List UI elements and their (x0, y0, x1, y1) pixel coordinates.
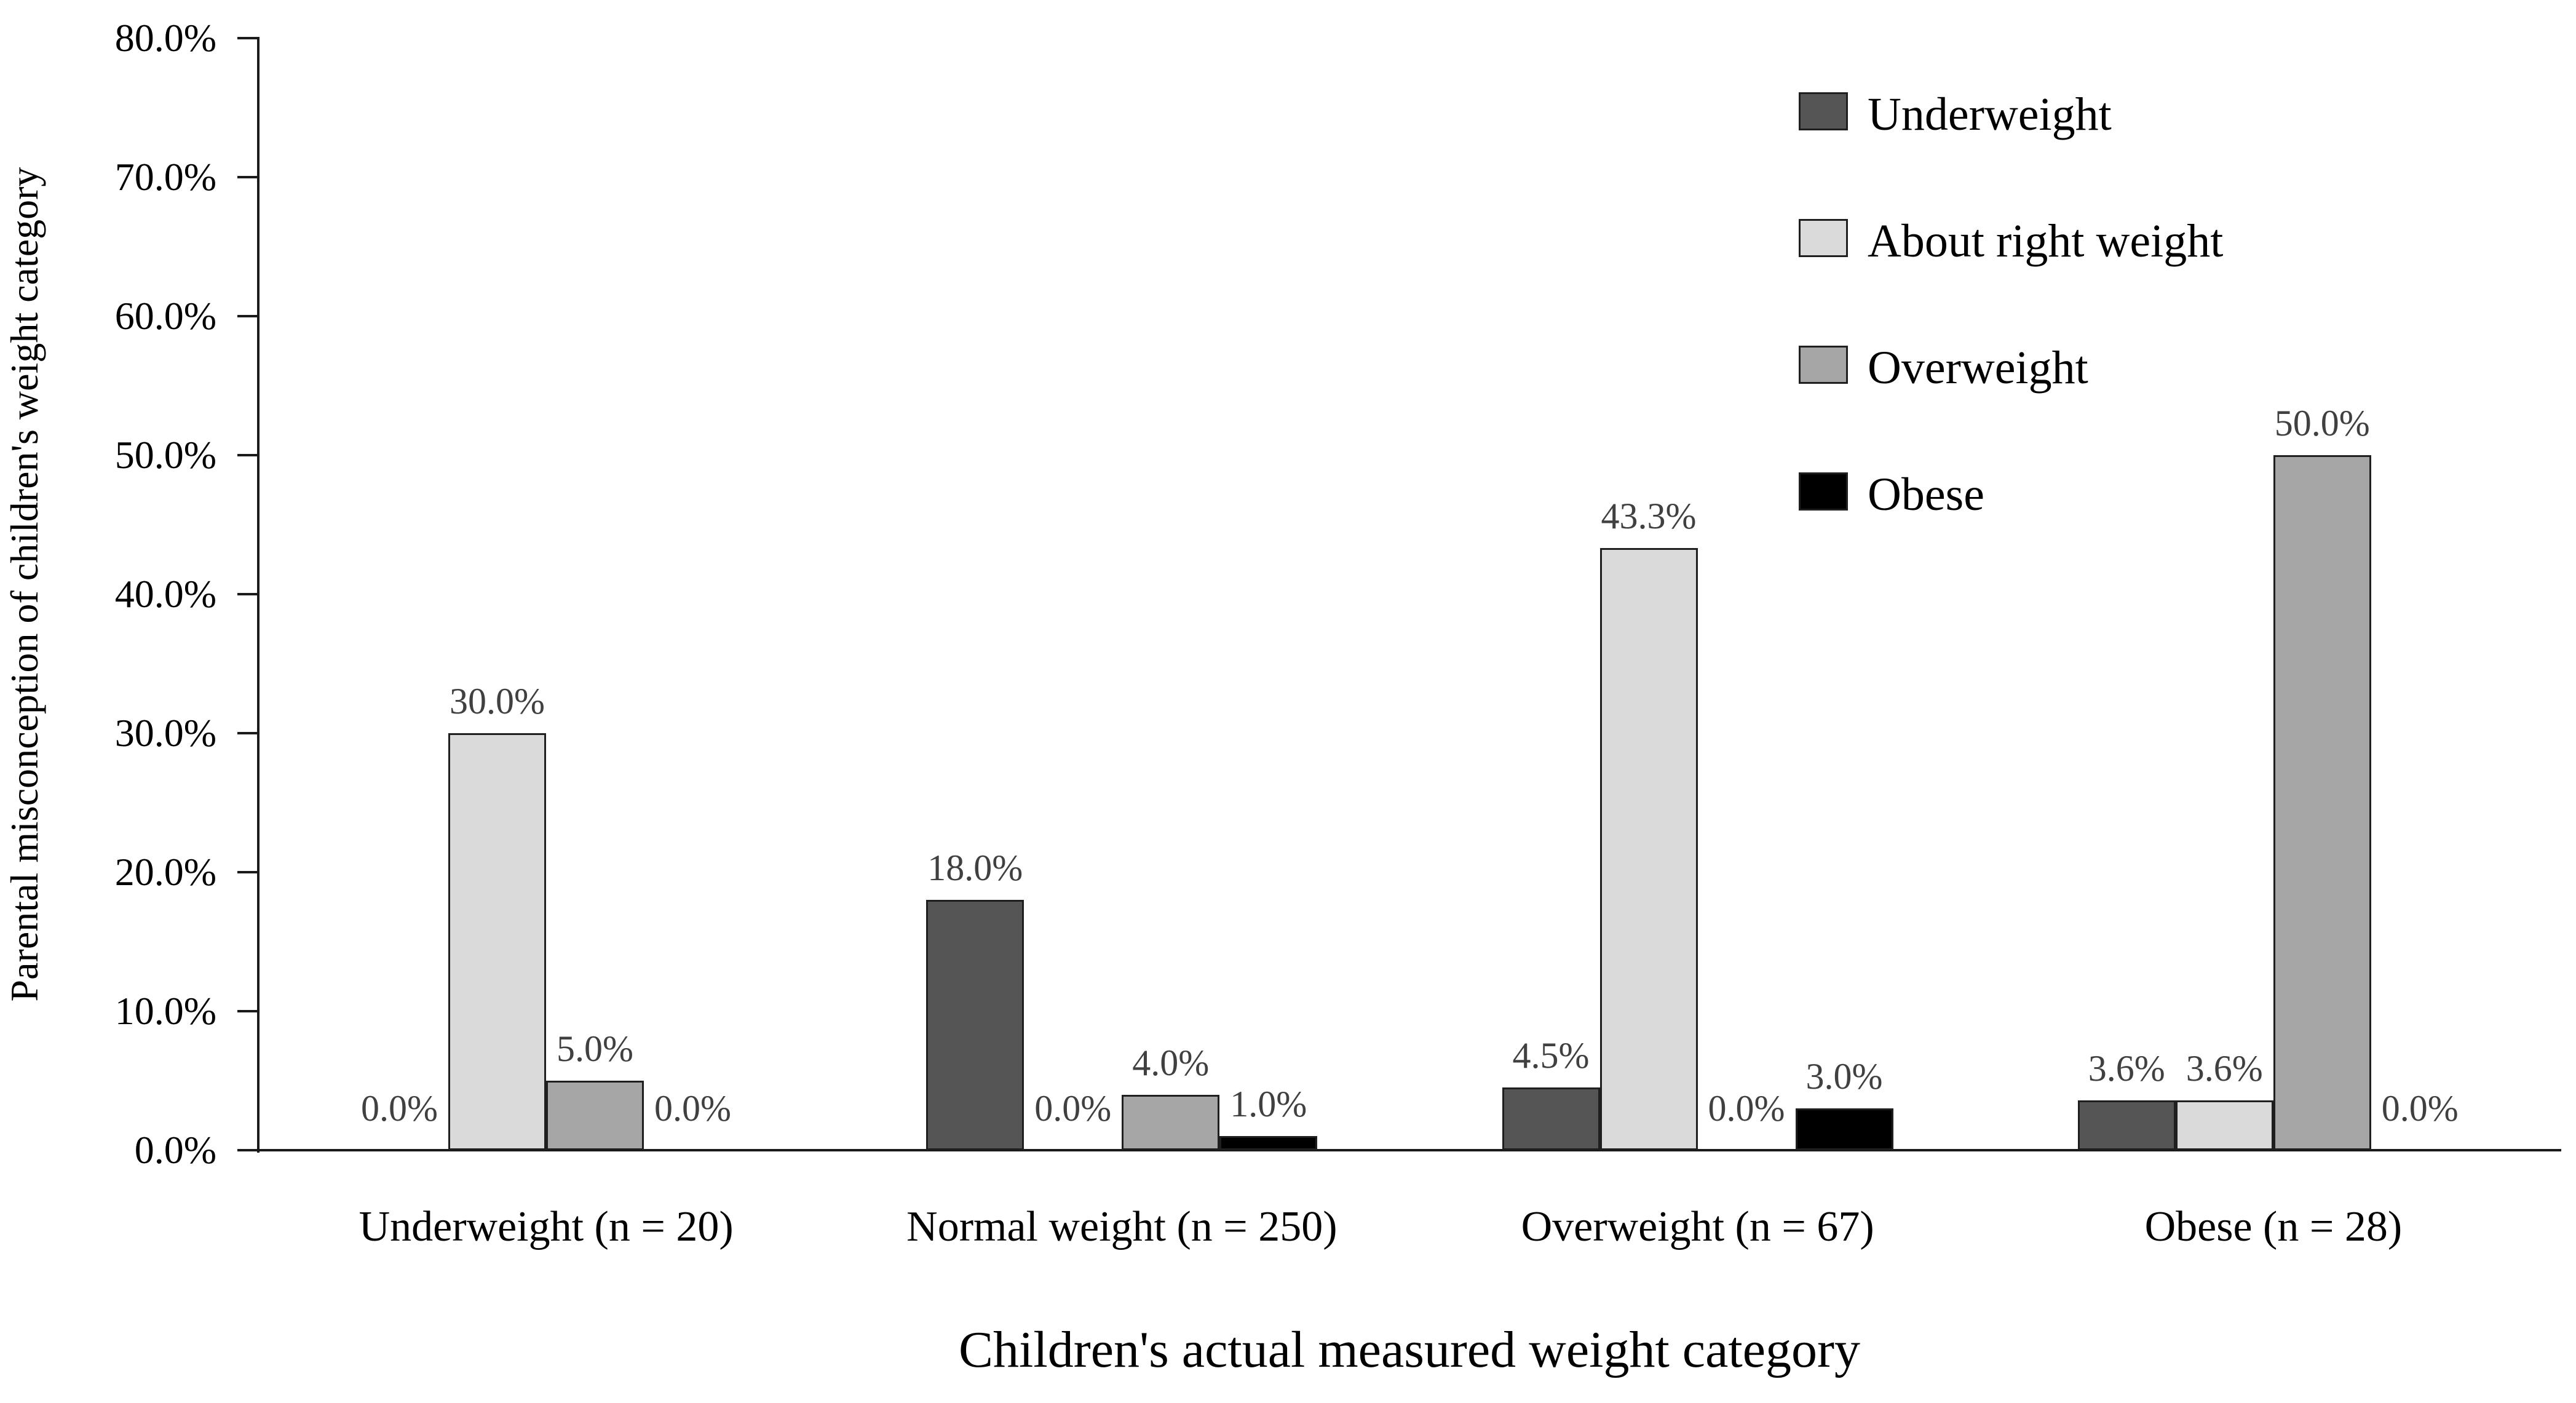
x-category-label: Normal weight (n = 250) (906, 1203, 1338, 1250)
y-tick-label: 30.0% (114, 711, 216, 755)
y-tick (237, 315, 258, 317)
legend-label: Obese (1868, 469, 1984, 520)
legend-item-underweight: Underweight (1799, 84, 2475, 145)
data-label: 4.0% (1132, 1042, 1210, 1083)
data-label: 5.0% (557, 1028, 633, 1069)
legend-swatch-icon (1799, 92, 1848, 130)
legend-label: Overweight (1868, 342, 2088, 394)
y-tick-label: 70.0% (114, 155, 216, 199)
data-label: 3.0% (1805, 1056, 1883, 1097)
legend: Underweight About right weight Overweight O… (1799, 84, 2475, 625)
data-label: 4.5% (1512, 1035, 1590, 1076)
legend-label: Underweight (1868, 89, 2112, 140)
data-label: 0.0% (654, 1088, 731, 1129)
data-label: 30.0% (450, 681, 545, 721)
x-axis-line (237, 1149, 2561, 1151)
x-category-label: Obese (n = 28) (2144, 1203, 2403, 1250)
data-label: 0.0% (2381, 1088, 2459, 1129)
y-tick-label: 80.0% (114, 16, 216, 60)
bar-about-right-weight (2175, 1100, 2273, 1150)
legend-item-overweight: Overweight (1799, 337, 2475, 399)
bar-about-right-weight (448, 733, 546, 1150)
y-tick (237, 454, 258, 456)
bar-overweight (2273, 455, 2371, 1150)
legend-swatch-icon (1799, 346, 1848, 384)
y-tick (237, 732, 258, 734)
bar-about-right-weight (1599, 548, 1698, 1150)
y-tick-label: 60.0% (114, 294, 216, 338)
y-tick-label: 40.0% (114, 572, 216, 616)
bar-underweight (2077, 1100, 2176, 1150)
y-tick-label: 10.0% (114, 989, 216, 1033)
y-tick (237, 871, 258, 873)
legend-item-obese: Obese (1799, 464, 2475, 525)
y-tick (237, 1010, 258, 1012)
data-label: 18.0% (927, 848, 1023, 889)
x-axis-title: Children's actual measured weight catego… (959, 1321, 1860, 1378)
bar-obese (1795, 1108, 1893, 1150)
bar-obese (1219, 1136, 1318, 1150)
data-label: 1.0% (1230, 1084, 1307, 1125)
y-tick-label: 0.0% (134, 1128, 216, 1172)
bar-overweight (546, 1081, 644, 1150)
data-label: 0.0% (361, 1088, 438, 1129)
y-axis-line (257, 37, 260, 1153)
data-label: 50.0% (2274, 403, 2370, 443)
bar-underweight (926, 900, 1024, 1150)
y-tick (237, 176, 258, 178)
legend-label: About right weight (1868, 215, 2224, 267)
bar-underweight (1502, 1087, 1600, 1150)
legend-swatch-icon (1799, 219, 1848, 257)
y-tick (237, 593, 258, 595)
y-tick-label: 50.0% (114, 433, 216, 477)
y-tick (237, 37, 258, 39)
data-label: 3.6% (2088, 1047, 2165, 1089)
x-category-label: Overweight (n = 67) (1521, 1203, 1874, 1250)
legend-item-about-right-weight: About right weight (1799, 210, 2475, 272)
legend-swatch-icon (1799, 472, 1848, 511)
data-label: 3.6% (2186, 1047, 2263, 1089)
y-tick-label: 20.0% (114, 850, 216, 894)
data-label: 0.0% (1708, 1088, 1785, 1129)
bar-overweight (1122, 1094, 1220, 1150)
data-label: 0.0% (1034, 1088, 1112, 1129)
x-category-label: Underweight (n = 20) (359, 1203, 734, 1250)
data-label: 43.3% (1601, 496, 1697, 537)
